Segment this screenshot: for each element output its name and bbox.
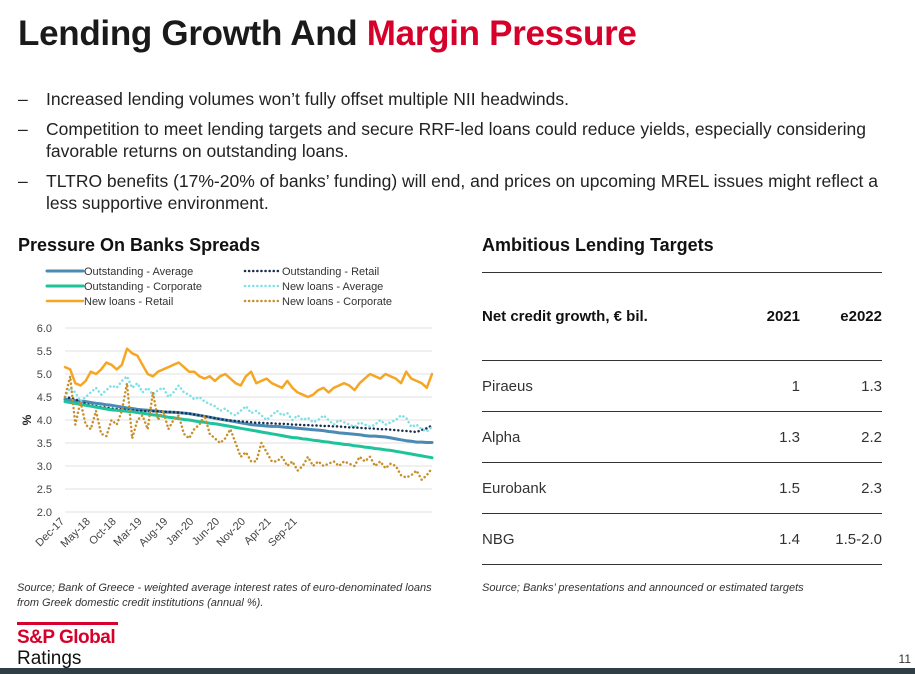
header-2021: 2021 — [720, 272, 800, 361]
table-row: Piraeus 1 1.3 — [482, 360, 882, 412]
bank-name: Eurobank — [482, 462, 720, 514]
table-source-note: Source; Banks’ presentations and announc… — [482, 582, 804, 594]
legend-label: Outstanding - Retail — [282, 266, 379, 278]
legend-label: Outstanding - Corporate — [84, 281, 202, 293]
value-2021: 1.5 — [720, 462, 800, 514]
y-tick-label: 6.0 — [37, 323, 52, 335]
value-2022: 2.2 — [800, 411, 882, 463]
y-axis-label: % — [20, 414, 34, 425]
chart-source-note: Source; Bank of Greece - weighted averag… — [17, 582, 432, 609]
legend-label: New loans - Average — [282, 281, 383, 293]
legend-label: Outstanding - Average — [84, 266, 193, 278]
value-2021: 1 — [720, 360, 800, 412]
value-2022: 1.3 — [800, 360, 882, 412]
table-section-title: Ambitious Lending Targets — [482, 235, 714, 255]
y-tick-label: 5.0 — [37, 369, 52, 381]
value-2022: 2.3 — [800, 462, 882, 514]
table-row: Alpha 1.3 2.2 — [482, 411, 882, 463]
value-2021: 1.4 — [720, 513, 800, 565]
series-line — [63, 397, 434, 444]
title-accent: Margin Pressure — [366, 14, 637, 53]
y-tick-label: 2.5 — [37, 484, 52, 496]
table-row: Eurobank 1.5 2.3 — [482, 462, 882, 514]
bullet-item: – Increased lending volumes won’t fully o… — [18, 88, 898, 110]
logo-top-text: S&P Global — [17, 627, 116, 648]
footer-bar — [0, 668, 915, 674]
bullet-text: Competition to meet lending targets and … — [46, 119, 867, 161]
bank-name: Piraeus — [482, 360, 720, 412]
table-row: NBG 1.4 1.5-2.0 — [482, 513, 882, 565]
value-2022: 1.5-2.0 — [800, 513, 882, 565]
x-tick-label: Sep-21 — [266, 516, 300, 550]
table-header-row: Net credit growth, € bil. 2021 e2022 — [482, 272, 882, 361]
bullet-dash: – — [18, 119, 28, 139]
spreads-line-chart: 6.05.55.04.54.03.53.02.52.0%Dec-17May-18… — [20, 266, 434, 550]
bank-name: Alpha — [482, 411, 720, 463]
bullet-list: – Increased lending volumes won’t fully o… — [18, 88, 898, 222]
y-tick-label: 4.5 — [37, 392, 52, 404]
y-tick-label: 3.5 — [37, 438, 52, 450]
bullet-dash: – — [18, 171, 28, 191]
y-tick-label: 5.5 — [37, 346, 52, 358]
y-tick-label: 4.0 — [37, 415, 52, 427]
chart-section-title: Pressure On Banks Spreads — [18, 235, 261, 255]
bullet-text: TLTRO benefits (17%-20% of banks’ fundin… — [46, 171, 878, 213]
header-e2022: e2022 — [800, 272, 882, 361]
series-line — [63, 347, 434, 399]
series-line — [63, 375, 434, 482]
title-main: Lending Growth And — [18, 14, 358, 53]
bullet-text: Increased lending volumes won’t fully of… — [46, 89, 570, 109]
bullet-item: – Competition to meet lending targets and… — [18, 118, 898, 162]
page-title: Lending Growth And Margin Pressure — [18, 14, 637, 54]
logo-rule — [17, 622, 118, 625]
page-number: 11 — [898, 652, 911, 666]
logo-bottom-text: Ratings — [17, 648, 82, 669]
bullet-item: – TLTRO benefits (17%-20% of banks’ fundi… — [18, 170, 898, 214]
x-tick-label: Aug-19 — [137, 516, 171, 550]
legend-label: New loans - Retail — [84, 296, 173, 308]
legend-label: New loans - Corporate — [282, 296, 392, 308]
series-line — [63, 375, 434, 433]
bullet-dash: – — [18, 89, 28, 109]
bank-name: NBG — [482, 513, 720, 565]
sp-global-logo: S&P Global Ratings — [17, 622, 118, 670]
series-line — [63, 395, 434, 434]
value-2021: 1.3 — [720, 411, 800, 463]
series-line — [63, 400, 434, 460]
y-tick-label: 2.0 — [37, 507, 52, 519]
x-tick-label: Nov-20 — [214, 516, 248, 550]
header-metric: Net credit growth, € bil. — [482, 272, 720, 361]
x-tick-label: Jan-20 — [164, 516, 196, 548]
lending-targets-table: Net credit growth, € bil. 2021 e2022 Pir… — [482, 272, 882, 565]
y-tick-label: 3.0 — [37, 461, 52, 473]
